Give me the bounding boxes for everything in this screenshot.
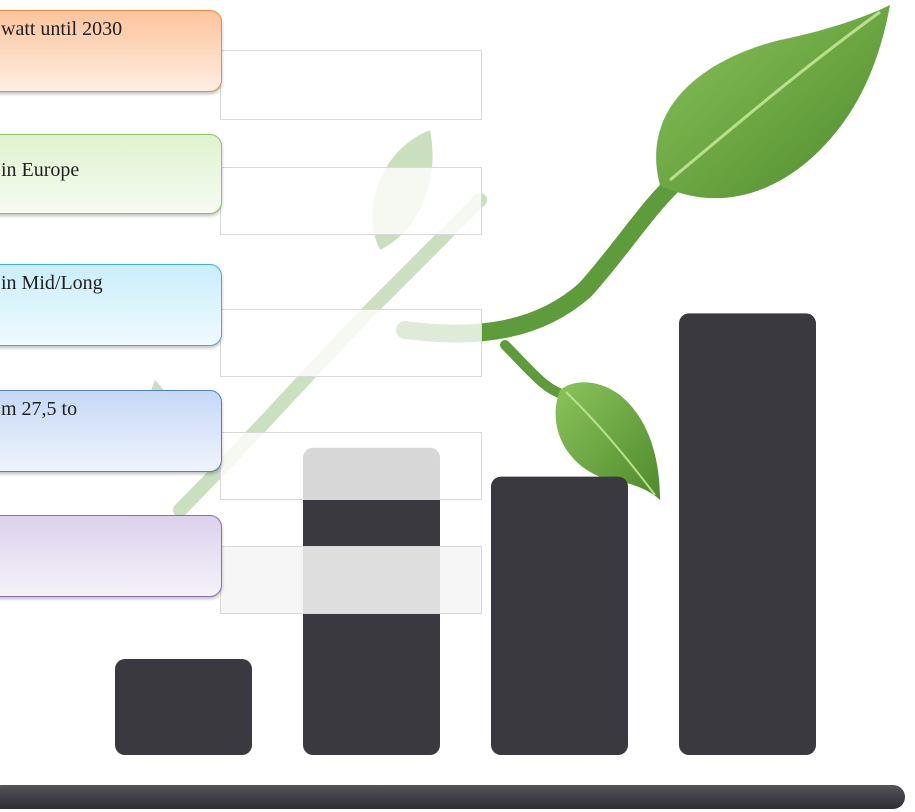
ghost-box-1 bbox=[220, 50, 482, 120]
small-leaf-icon bbox=[555, 382, 660, 500]
bar-4 bbox=[679, 313, 816, 755]
label-text-2: in Europe bbox=[1, 159, 80, 181]
ghost-box-4 bbox=[220, 432, 482, 500]
large-leaf-icon bbox=[656, 5, 890, 199]
ghost-box-2 bbox=[220, 167, 482, 235]
label-box-2: in Europe bbox=[0, 134, 222, 214]
ground-line bbox=[0, 785, 905, 809]
label-box-1: watt until 2030 bbox=[0, 10, 222, 92]
ghost-box-3 bbox=[220, 309, 482, 377]
label-box-3: in Mid/Long bbox=[0, 264, 222, 346]
bar-3 bbox=[491, 476, 628, 755]
label-box-4: m 27,5 to bbox=[0, 390, 222, 472]
bar-1 bbox=[115, 659, 252, 755]
ghost-box-5 bbox=[220, 546, 482, 614]
label-text-4: m 27,5 to bbox=[1, 398, 78, 420]
label-text-1: watt until 2030 bbox=[1, 18, 123, 40]
label-box-5 bbox=[0, 515, 222, 597]
label-text-3: in Mid/Long bbox=[1, 272, 103, 294]
